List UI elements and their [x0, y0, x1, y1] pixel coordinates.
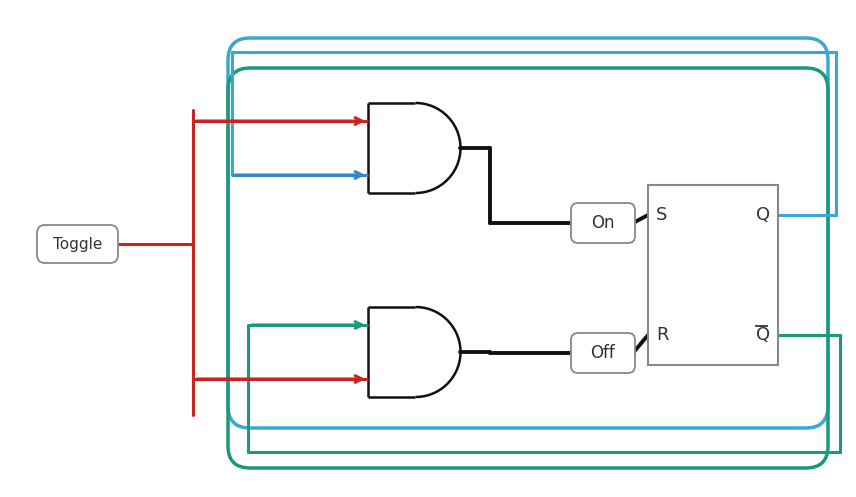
Text: Q: Q [756, 326, 770, 344]
Text: S: S [656, 206, 668, 224]
FancyBboxPatch shape [571, 203, 635, 243]
Text: R: R [656, 326, 669, 344]
Bar [648, 185, 778, 365]
FancyBboxPatch shape [37, 225, 118, 263]
Text: Q: Q [756, 206, 770, 224]
FancyBboxPatch shape [571, 333, 635, 373]
Text: Toggle: Toggle [53, 237, 102, 251]
Text: Off: Off [591, 344, 615, 362]
Text: On: On [591, 214, 615, 232]
